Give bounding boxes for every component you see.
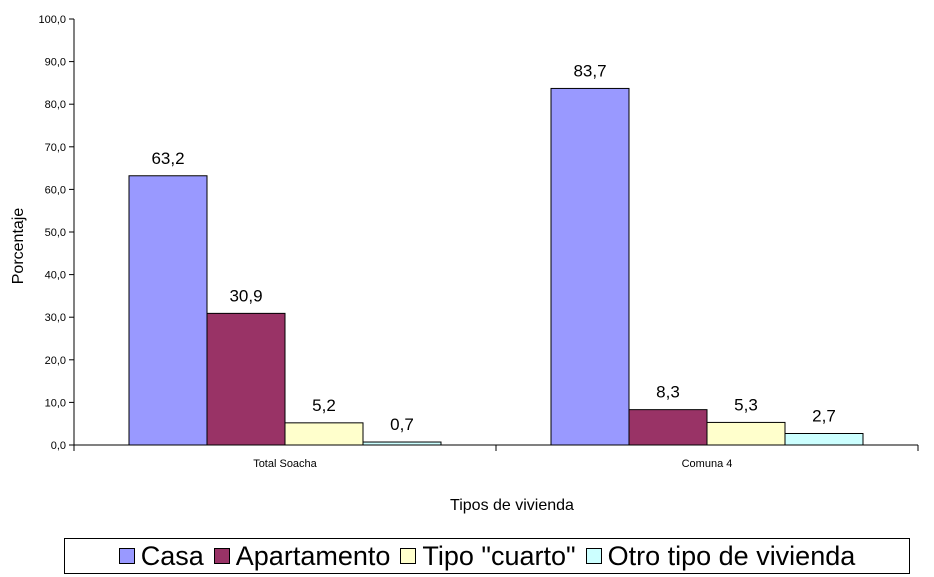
data-label: 5,2	[312, 396, 336, 415]
y-tick-label: 80,0	[45, 99, 66, 111]
y-tick-label: 60,0	[45, 184, 66, 196]
legend: Casa Apartamento Tipo "cuarto" Otro tipo…	[64, 538, 910, 574]
y-tick-label: 0,0	[51, 440, 66, 452]
legend-item-apartamento: Apartamento	[213, 540, 391, 572]
bar	[628, 409, 708, 446]
data-label: 2,7	[812, 406, 836, 425]
y-tick-label: 70,0	[45, 142, 66, 154]
bar	[206, 312, 286, 446]
x-tick-label: Total Soacha	[253, 458, 317, 470]
y-tick-label: 20,0	[45, 355, 66, 367]
bar-labels: 63,2 30,9 5,2 0,7 83,7 8,3 5,3 2,7	[151, 61, 835, 434]
bar	[784, 432, 864, 446]
data-label: 5,3	[734, 395, 758, 414]
legend-item-otro-tipo: Otro tipo de vivienda	[585, 540, 856, 572]
x-axis-ticks: Total Soacha Comuna 4	[73, 445, 919, 470]
bar	[128, 175, 208, 446]
legend-label: Apartamento	[235, 540, 391, 571]
y-tick-label: 50,0	[45, 227, 66, 239]
bars	[128, 87, 864, 446]
legend-label: Tipo "cuarto"	[422, 540, 576, 571]
bar	[284, 422, 364, 446]
data-label: 83,7	[573, 61, 606, 80]
bar	[706, 421, 786, 446]
legend-label: Casa	[140, 540, 204, 571]
y-tick-label: 100,0	[38, 14, 66, 26]
legend-item-tipo-cuarto: Tipo "cuarto"	[400, 540, 576, 572]
x-axis-label: Tipos de vivienda	[450, 497, 574, 514]
legend-swatch	[400, 548, 417, 564]
bar	[550, 87, 630, 446]
legend-swatch	[585, 548, 602, 564]
legend-swatch	[213, 548, 230, 564]
legend-label: Otro tipo de vivienda	[607, 540, 856, 571]
x-tick-label: Comuna 4	[682, 458, 733, 470]
y-tick-label: 90,0	[45, 57, 66, 69]
data-label: 63,2	[151, 149, 184, 168]
legend-swatch	[118, 548, 135, 564]
y-tick-label: 40,0	[45, 270, 66, 282]
y-tick-label: 30,0	[45, 312, 66, 324]
y-axis-ticks: 0,0 10,0 20,0 30,0 40,0 50,0 60,0 70,0 80,0 90,0 1…	[38, 14, 74, 452]
y-tick-label: 10,0	[45, 397, 66, 409]
legend-item-casa: Casa	[118, 540, 204, 572]
y-axis-label: Porcentaje	[10, 208, 27, 285]
data-label: 0,7	[390, 415, 414, 434]
data-label: 30,9	[229, 286, 262, 305]
data-label: 8,3	[656, 383, 680, 402]
